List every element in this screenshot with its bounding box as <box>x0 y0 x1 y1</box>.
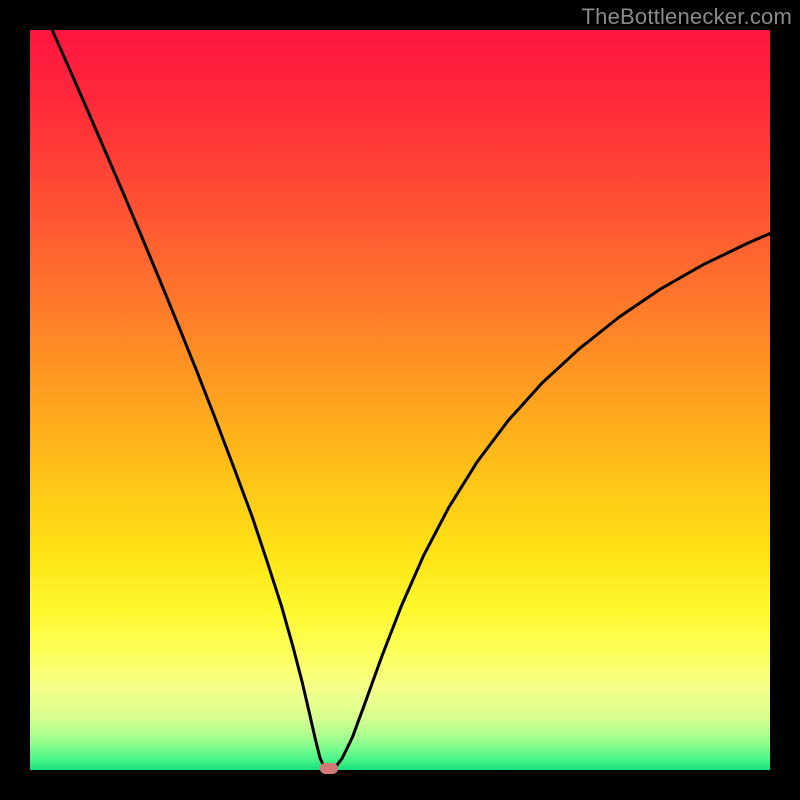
chart-canvas <box>0 0 800 800</box>
figure-root: TheBottlenecker.com <box>0 0 800 800</box>
watermark-text: TheBottlenecker.com <box>582 4 792 30</box>
optimal-marker <box>320 763 338 774</box>
chart-background <box>30 30 770 770</box>
